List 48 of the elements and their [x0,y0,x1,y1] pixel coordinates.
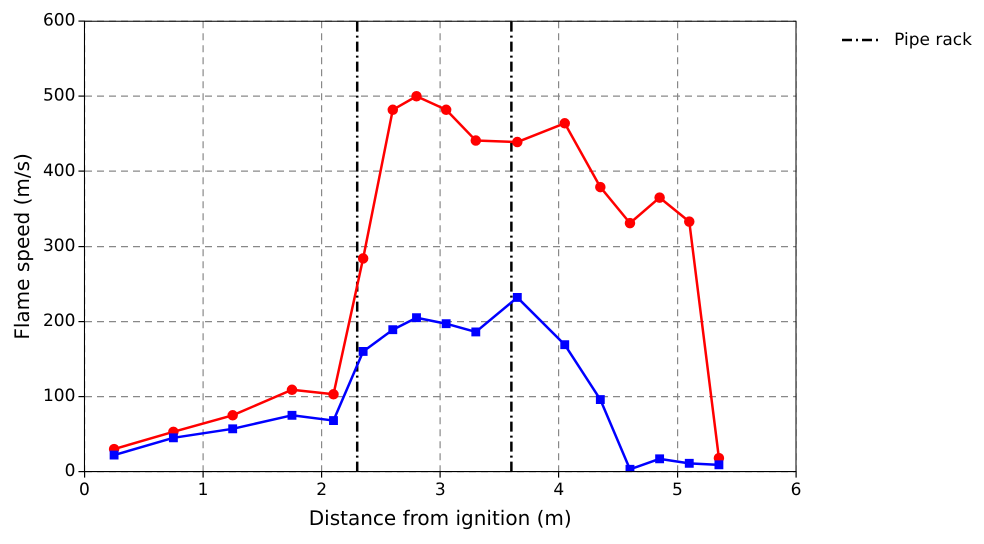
point [624,218,636,228]
point [228,424,238,434]
point [595,182,606,192]
x-tick-label: 4 [553,480,564,500]
y-axis-title: Flame speed (m/s) [10,153,34,340]
y-tick-label: 500 [42,86,76,106]
y-tick-label: 300 [42,236,76,256]
point [110,450,119,460]
point [412,313,421,322]
point [626,464,634,472]
point [168,433,178,442]
point [440,104,452,116]
point [559,118,570,129]
x-tick-label: 5 [672,480,683,500]
point [512,136,523,148]
point [470,135,482,146]
point [512,293,522,302]
x-tick-label: 6 [790,480,802,500]
point [471,328,480,336]
point [411,91,422,102]
point [288,410,296,420]
x-tick-label: 0 [79,480,90,500]
point [286,384,298,396]
point [328,389,339,400]
x-axis-title: Distance from ignition (m) [308,506,572,530]
point [684,458,694,468]
point [654,192,665,203]
point [329,416,338,425]
point [684,216,695,227]
point [560,340,570,350]
y-tick-label: 400 [42,160,76,181]
y-tick-label: 0 [64,461,76,482]
y-tick-label: 600 [42,10,76,31]
point [596,395,605,404]
x-tick-label: 3 [434,480,446,500]
point [714,460,724,470]
point [442,319,451,328]
x-tick-label: 1 [198,480,208,500]
point [358,347,368,356]
point [655,454,664,464]
point [227,410,238,421]
ref-line-label: Pipe rack [894,30,972,50]
point [388,325,398,334]
point [358,253,368,264]
y-tick-label: 100 [42,386,76,406]
y-tick-label: 200 [42,310,76,331]
point [388,104,398,116]
x-tick-label: 2 [316,480,328,500]
